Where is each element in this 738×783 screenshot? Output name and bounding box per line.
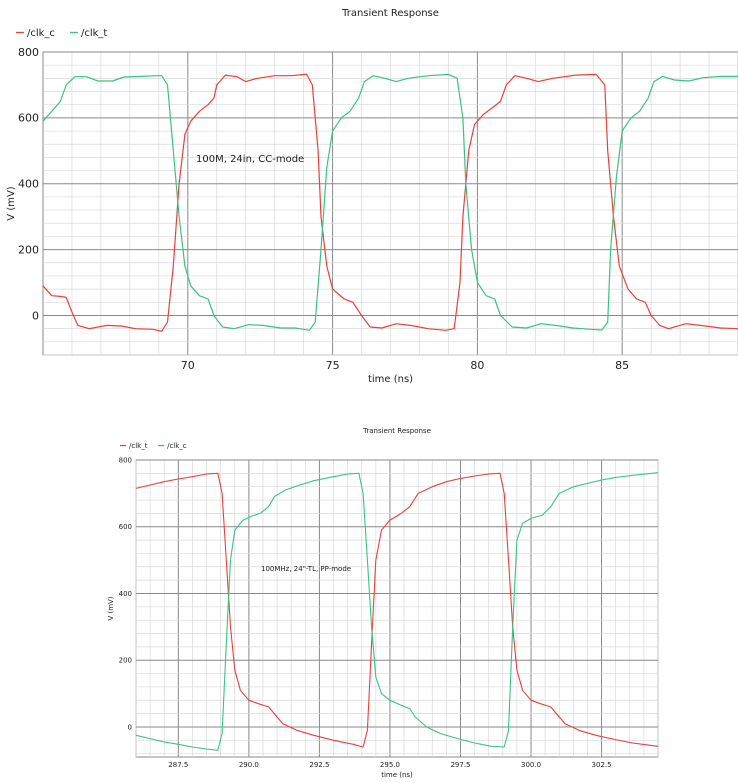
y-tick-label: 400 [18, 178, 39, 191]
chart-top-clk-cc-mode: Transient Response /clk_c /clk_t 70 75 80 8… [6, 8, 738, 385]
grid [42, 51, 738, 356]
y-tick-label: 0 [32, 309, 39, 322]
chart-bottom-clk-pp-mode: Transient Response /clk_t /clk_c 287.5 29… [0, 420, 738, 783]
legend: /clk_t /clk_c [120, 442, 187, 450]
grid [135, 459, 659, 757]
x-tick-label: 290.0 [239, 761, 259, 769]
series-group [135, 472, 659, 751]
series-line-clk-t [42, 73, 738, 331]
x-axis-label: time (ns) [381, 771, 413, 779]
tick-labels: 70 75 80 85 0 200 400 600 800 [18, 46, 629, 372]
x-tick-label: 292.5 [309, 761, 329, 769]
legend-label-clk-c: /clk_c [167, 442, 187, 450]
series-line-clk-c [135, 472, 659, 751]
chart-svg-top: Transient Response /clk_c /clk_t 70 75 80 8… [6, 8, 738, 385]
chart-title: Transient Response [362, 427, 431, 435]
x-tick-label: 80 [470, 359, 484, 372]
series-line-clk-t [135, 472, 659, 748]
y-tick-label: 0 [128, 723, 132, 731]
chart-svg-bottom: Transient Response /clk_t /clk_c 287.5 29… [107, 427, 659, 779]
legend-label-clk-t: /clk_t [81, 28, 107, 39]
x-tick-label: 85 [615, 359, 629, 372]
y-tick-label: 200 [119, 657, 132, 665]
tick-labels: 287.5 290.0 292.5 295.0 297.5 300.0 302.5 0 200 4… [119, 456, 612, 769]
series-group [42, 73, 738, 332]
chart-title: Transient Response [341, 8, 439, 19]
x-tick-label: 75 [326, 359, 340, 372]
x-tick-label: 287.5 [168, 761, 188, 769]
chart-annotation: 100MHz, 24"-TL, PP-mode [261, 565, 351, 573]
y-axis-label: V (mV) [6, 186, 17, 221]
legend-label-clk-t: /clk_t [129, 442, 148, 450]
y-tick-label: 600 [18, 112, 39, 125]
x-tick-label: 300.0 [521, 761, 541, 769]
y-tick-label: 200 [18, 243, 39, 256]
legend-label-clk-c: /clk_c [27, 28, 55, 39]
legend: /clk_c /clk_t [16, 28, 107, 39]
y-tick-label: 600 [119, 523, 132, 531]
plot-area [135, 459, 659, 758]
x-tick-label: 302.5 [592, 761, 612, 769]
x-tick-label: 70 [181, 359, 195, 372]
y-tick-label: 800 [18, 46, 39, 59]
y-tick-label: 800 [119, 456, 132, 464]
x-axis-label: time (ns) [368, 374, 413, 385]
series-line-clk-c [42, 73, 738, 332]
x-tick-label: 295.0 [380, 761, 400, 769]
x-tick-label: 297.5 [450, 761, 470, 769]
chart-annotation: 100M, 24in, CC-mode [196, 154, 304, 165]
y-tick-label: 400 [119, 590, 132, 598]
y-axis-label: V (mV) [107, 596, 115, 620]
